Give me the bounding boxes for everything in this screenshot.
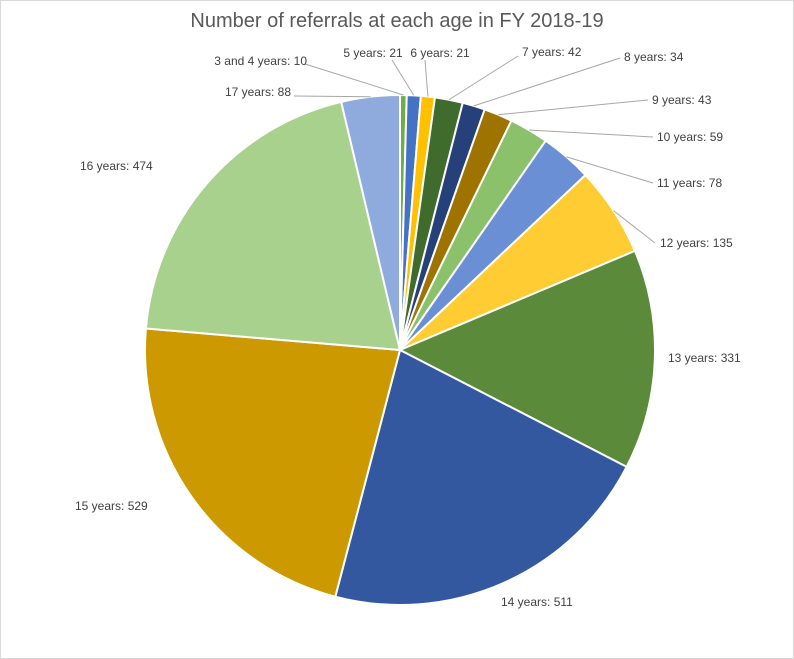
data-label: 13 years: 331 [668, 351, 741, 365]
leader-line [448, 55, 519, 101]
data-label: 15 years: 529 [75, 499, 148, 513]
data-label: 3 and 4 years: 10 [214, 54, 307, 68]
leader-line [304, 63, 404, 96]
leader-line [473, 57, 621, 107]
data-labels: 3 and 4 years: 10 5 years: 21 6 years: 21 7… [75, 45, 741, 609]
data-label: 14 years: 511 [501, 595, 573, 609]
data-label: 12 years: 135 [660, 236, 733, 250]
data-label: 6 years: 21 [410, 46, 470, 60]
pie-slice-16-years [144, 100, 402, 352]
chart-title: Number of referrals at each age in FY 20… [190, 10, 604, 32]
leader-line [498, 99, 649, 116]
data-label: 16 years: 474 [80, 159, 153, 173]
data-label: 11 years: 78 [657, 176, 722, 190]
pie-slice-17-years [339, 93, 401, 351]
leader-line [293, 95, 371, 98]
data-label: 17 years: 88 [225, 85, 291, 99]
pie-slices [144, 93, 656, 606]
leader-line [424, 59, 429, 97]
data-label: 10 years: 59 [657, 130, 723, 144]
pie-slice-15-years [144, 327, 402, 598]
data-label: 8 years: 34 [624, 50, 684, 64]
leader-line [391, 59, 415, 96]
leader-lines [293, 55, 656, 244]
data-label: 5 years: 21 [343, 46, 403, 60]
data-label: 7 years: 42 [522, 45, 582, 59]
pie-slice-14-years [334, 348, 629, 606]
leader-line [613, 210, 656, 244]
leader-line [528, 129, 654, 138]
pie-slice-13-years [397, 249, 656, 469]
leader-line [566, 156, 654, 184]
data-label: 9 years: 43 [652, 93, 712, 107]
